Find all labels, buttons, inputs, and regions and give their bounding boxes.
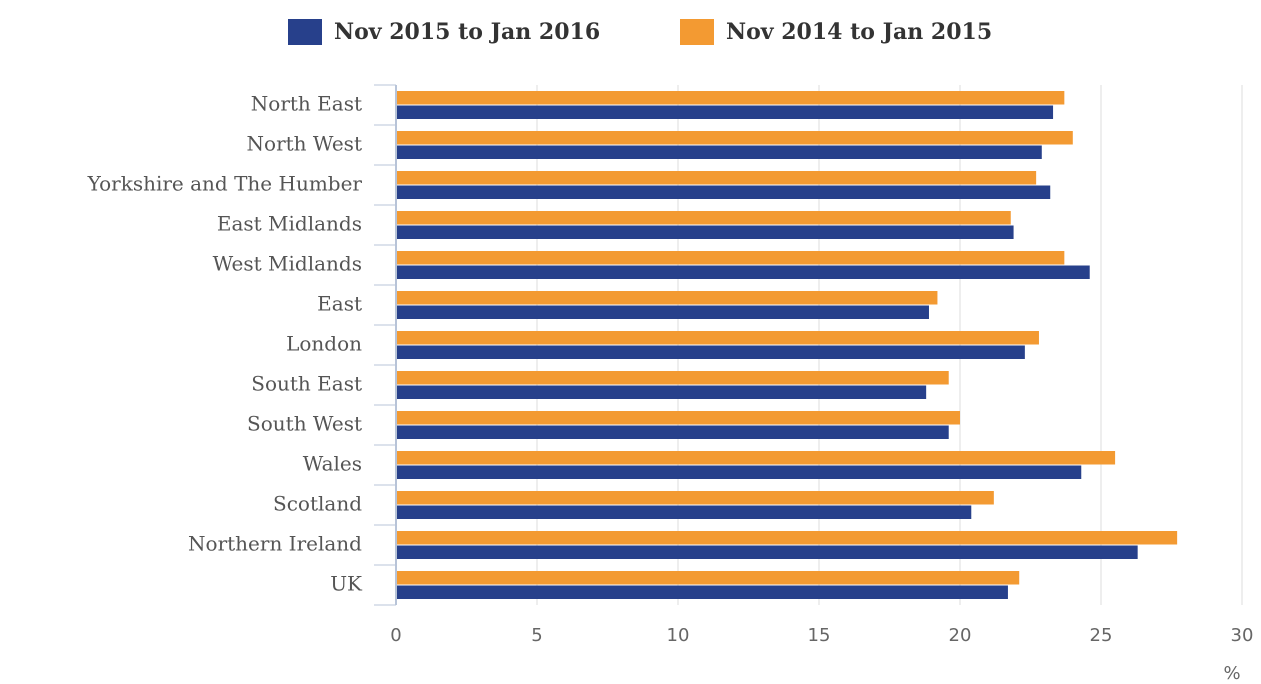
category-label: London xyxy=(286,332,362,356)
bar xyxy=(396,105,1054,119)
category-label: Wales xyxy=(303,452,362,476)
bar xyxy=(396,345,1025,359)
bar xyxy=(396,505,972,519)
bar xyxy=(396,371,949,385)
category-label: South West xyxy=(247,412,362,436)
category-label: South East xyxy=(251,372,362,396)
x-tick-label: 0 xyxy=(390,625,401,646)
legend-swatch xyxy=(680,19,714,45)
category-label: West Midlands xyxy=(213,252,362,276)
x-tick-label: 20 xyxy=(949,625,972,646)
x-axis-label: % xyxy=(1223,663,1240,684)
bar xyxy=(396,225,1014,239)
x-tick-label: 25 xyxy=(1090,625,1113,646)
legend-label: Nov 2014 to Jan 2015 xyxy=(726,19,992,45)
bar xyxy=(396,545,1138,559)
bar xyxy=(396,585,1008,599)
x-tick-label: 5 xyxy=(531,625,542,646)
bar xyxy=(396,91,1065,105)
bar xyxy=(396,145,1042,159)
category-label: Yorkshire and The Humber xyxy=(87,172,363,196)
legend-label: Nov 2015 to Jan 2016 xyxy=(334,19,600,45)
x-tick-label: 30 xyxy=(1231,625,1254,646)
bar xyxy=(396,411,960,425)
category-label: East Midlands xyxy=(217,212,362,236)
bar xyxy=(396,465,1082,479)
bar xyxy=(396,131,1073,145)
category-label: UK xyxy=(330,572,363,596)
bar xyxy=(396,211,1011,225)
bar xyxy=(396,291,938,305)
bar xyxy=(396,185,1051,199)
x-tick-label: 15 xyxy=(808,625,831,646)
bar xyxy=(396,251,1065,265)
category-label: North East xyxy=(251,92,362,116)
category-label: Scotland xyxy=(273,492,362,516)
bar xyxy=(396,265,1090,279)
category-label: Northern Ireland xyxy=(188,532,362,556)
category-label: East xyxy=(317,292,362,316)
bar xyxy=(396,491,994,505)
bar xyxy=(396,425,949,439)
bar xyxy=(396,305,929,319)
bar xyxy=(396,385,927,399)
legend-swatch xyxy=(288,19,322,45)
bar xyxy=(396,571,1020,585)
category-label: North West xyxy=(247,132,362,156)
bar xyxy=(396,531,1178,545)
x-tick-label: 10 xyxy=(667,625,690,646)
bar xyxy=(396,331,1039,345)
bar xyxy=(396,171,1037,185)
bar xyxy=(396,451,1116,465)
